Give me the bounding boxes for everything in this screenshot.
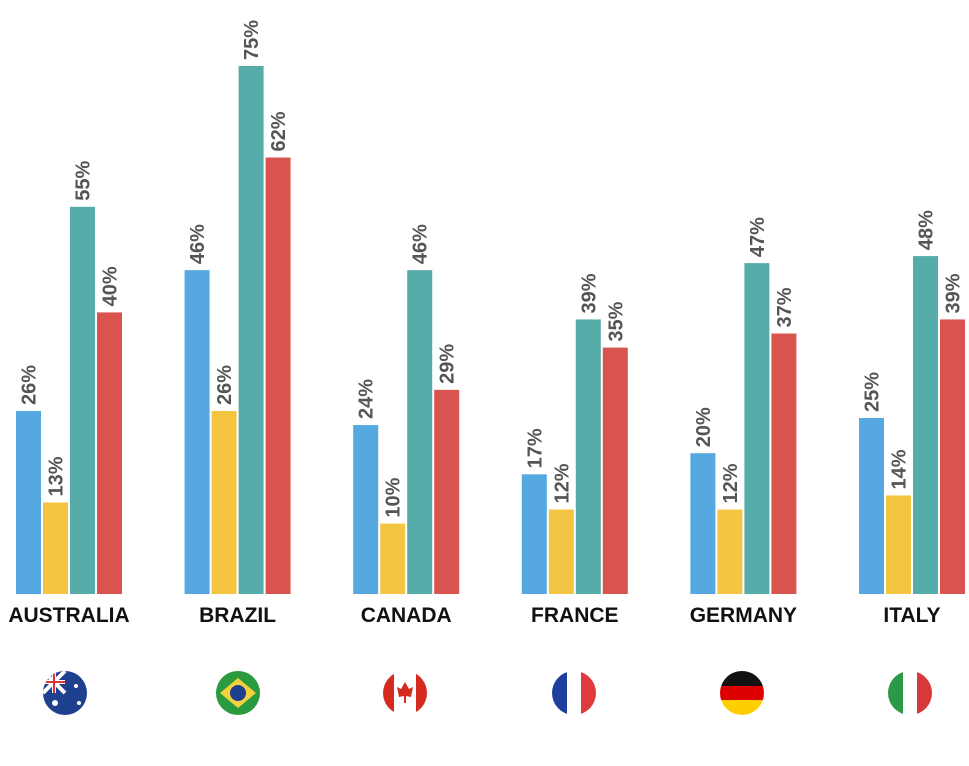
value-label: 12% — [720, 463, 742, 503]
value-label: 14% — [889, 449, 911, 489]
bar — [913, 256, 938, 594]
value-label: 62% — [268, 111, 290, 151]
flag-brazil — [216, 671, 260, 715]
flag-italy — [888, 671, 932, 715]
value-label: 17% — [524, 428, 546, 468]
bar — [744, 263, 770, 594]
category-label: ITALY — [883, 604, 940, 627]
bar — [434, 389, 460, 594]
bar — [886, 495, 911, 594]
bar — [211, 410, 237, 594]
bar — [717, 509, 743, 594]
value-label: 47% — [747, 217, 769, 257]
value-label: 39% — [943, 273, 965, 313]
category-label: AUSTRALIA — [8, 604, 129, 627]
bar — [690, 453, 716, 594]
value-label: 75% — [241, 20, 263, 60]
value-label: 26% — [214, 365, 236, 405]
value-label: 39% — [578, 273, 600, 313]
category-label: BRAZIL — [199, 604, 276, 627]
bar — [70, 206, 95, 595]
category-label: GERMANY — [690, 604, 797, 627]
value-label: 13% — [46, 456, 68, 496]
bar — [184, 270, 210, 594]
bar — [380, 523, 406, 594]
bar — [43, 502, 68, 594]
bar — [265, 157, 291, 594]
flag-australia — [43, 671, 87, 715]
value-label: 46% — [410, 224, 432, 264]
bar — [97, 312, 122, 594]
bar — [238, 66, 264, 594]
bar — [353, 425, 379, 594]
value-label: 20% — [693, 407, 715, 447]
flag-france — [552, 671, 596, 715]
value-label: 10% — [383, 477, 405, 517]
value-label: 12% — [551, 463, 573, 503]
value-label: 40% — [100, 266, 122, 306]
flag-germany — [720, 671, 764, 715]
bar — [940, 319, 965, 594]
bar — [407, 270, 433, 594]
value-label: 48% — [916, 210, 938, 250]
bar — [602, 347, 628, 594]
bar — [575, 319, 601, 594]
value-label: 25% — [862, 372, 884, 412]
bar — [859, 418, 884, 594]
value-label: 37% — [774, 287, 796, 327]
value-label: 55% — [73, 161, 95, 201]
bar — [548, 509, 574, 594]
value-label: 26% — [19, 365, 41, 405]
category-label: FRANCE — [531, 604, 619, 627]
value-label: 46% — [187, 224, 209, 264]
bar — [16, 410, 41, 594]
value-label: 24% — [356, 379, 378, 419]
value-label: 29% — [437, 344, 459, 384]
bar — [771, 333, 797, 594]
flag-canada — [383, 671, 427, 715]
category-label: CANADA — [361, 604, 452, 627]
bar — [521, 474, 547, 594]
value-label: 35% — [605, 301, 627, 341]
